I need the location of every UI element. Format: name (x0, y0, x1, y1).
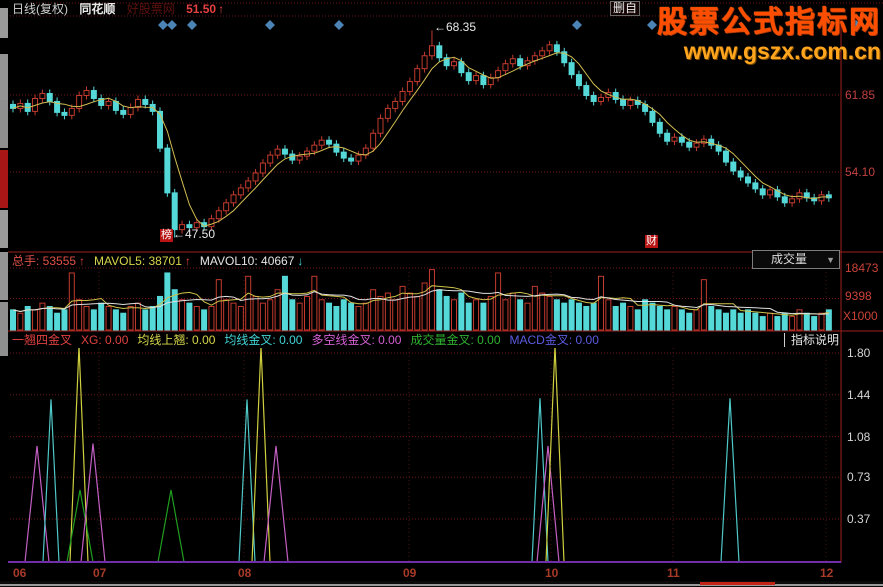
time-axis-label: 06 (13, 566, 27, 580)
scrollbar-highlight (700, 582, 775, 585)
faint-watermark: 好股票网 (126, 2, 175, 16)
time-axis-label: 11 (667, 566, 680, 580)
low-badge: 榜 (160, 229, 173, 242)
time-axis-label: 12 (820, 566, 834, 580)
indicator-legend-item: 均线上翘: 0.00 (137, 333, 216, 347)
price-axis-label: 54.10 (845, 165, 876, 179)
site-watermark: 股票公式指标网 www.gszx.com.cn (657, 8, 881, 63)
period-label: 日线(复权) (12, 2, 68, 16)
time-axis: 06 07 08 09 10 11 12 (0, 566, 883, 580)
indicator-axis-label: 0.37 (847, 512, 871, 527)
mid-badge-group: 财 (645, 233, 658, 248)
trend-arrow-icon: ↓ (297, 254, 304, 268)
volume-legend-item: 总手: 53555 (12, 254, 77, 268)
indicator-legend-item: 一翘四金叉 (12, 333, 73, 347)
indicator-legend: 一翘四金叉 XG: 0.00 均线上翘: 0.00 均线金叉: 0.00 多空线金叉: … (12, 333, 608, 347)
low-annotation-group: 榜←47.50 (160, 227, 215, 242)
volume-legend-item: MAVOL10: 40667 (199, 254, 295, 268)
indicator-axis-label: 1.44 (847, 387, 871, 402)
volume-indicator-selector[interactable]: 成交量 ▼ (752, 250, 840, 269)
volume-legend: 总手: 53555 ↑ MAVOL5: 38701 ↑ MAVOL10: 40667 ↓ (12, 254, 312, 268)
toolbar-red-fragment (0, 150, 8, 208)
chevron-down-icon: ▼ (826, 255, 835, 265)
indicator-legend-item: 均线金叉: 0.00 (224, 333, 303, 347)
indicator-help-link[interactable]: 指标说明 (784, 333, 839, 347)
indicator-axis-label: 1.80 (847, 346, 871, 360)
scrollbar-track[interactable] (0, 584, 883, 586)
price-axis-label: 61.85 (845, 88, 876, 102)
indicator-legend-item: XG: 0.00 (81, 333, 129, 347)
price-up-arrow-icon: ↑ (218, 2, 225, 16)
left-toolbar-strip (0, 0, 8, 587)
volume-selector-label: 成交量 (771, 252, 808, 266)
indicator-legend-item: 成交量金叉: 0.00 (410, 333, 501, 347)
indicator-legend-item: MACD金叉: 0.00 (509, 333, 599, 347)
time-axis-label: 08 (238, 566, 252, 580)
volume-axis-unit: X1000 (843, 309, 878, 323)
clipped-menu-label: 删自 (610, 1, 641, 16)
time-axis-label: 09 (403, 566, 417, 580)
brand-label: 同花顺 (79, 2, 116, 16)
volume-axis-label: 9398 (845, 289, 872, 303)
time-axis-label: 10 (545, 566, 559, 580)
chart-header: 日线(复权) 同花顺 好股票网 51.50 ↑ (12, 2, 232, 16)
indicator-axis-label: 0.73 (847, 470, 871, 485)
trend-arrow-icon: ↑ (184, 254, 191, 268)
indicator-legend-item: 多空线金叉: 0.00 (311, 333, 402, 347)
time-axis-label: 07 (93, 566, 107, 580)
watermark-url: www.gszx.com.cn (683, 38, 881, 64)
watermark-title: 股票公式指标网 (657, 6, 881, 39)
indicator-axis-label: 1.08 (847, 429, 871, 444)
volume-legend-item: MAVOL5: 38701 (94, 254, 182, 268)
bottom-scrollbar[interactable] (0, 581, 883, 587)
low-price-annotation: ←47.50 (173, 227, 216, 241)
volume-axis-label: 18473 (845, 261, 879, 275)
high-price-annotation: ←68.35 (434, 20, 477, 34)
trend-arrow-icon: ↑ (79, 254, 86, 268)
last-price: 51.50 (186, 2, 217, 16)
mid-badge: 财 (645, 235, 658, 248)
